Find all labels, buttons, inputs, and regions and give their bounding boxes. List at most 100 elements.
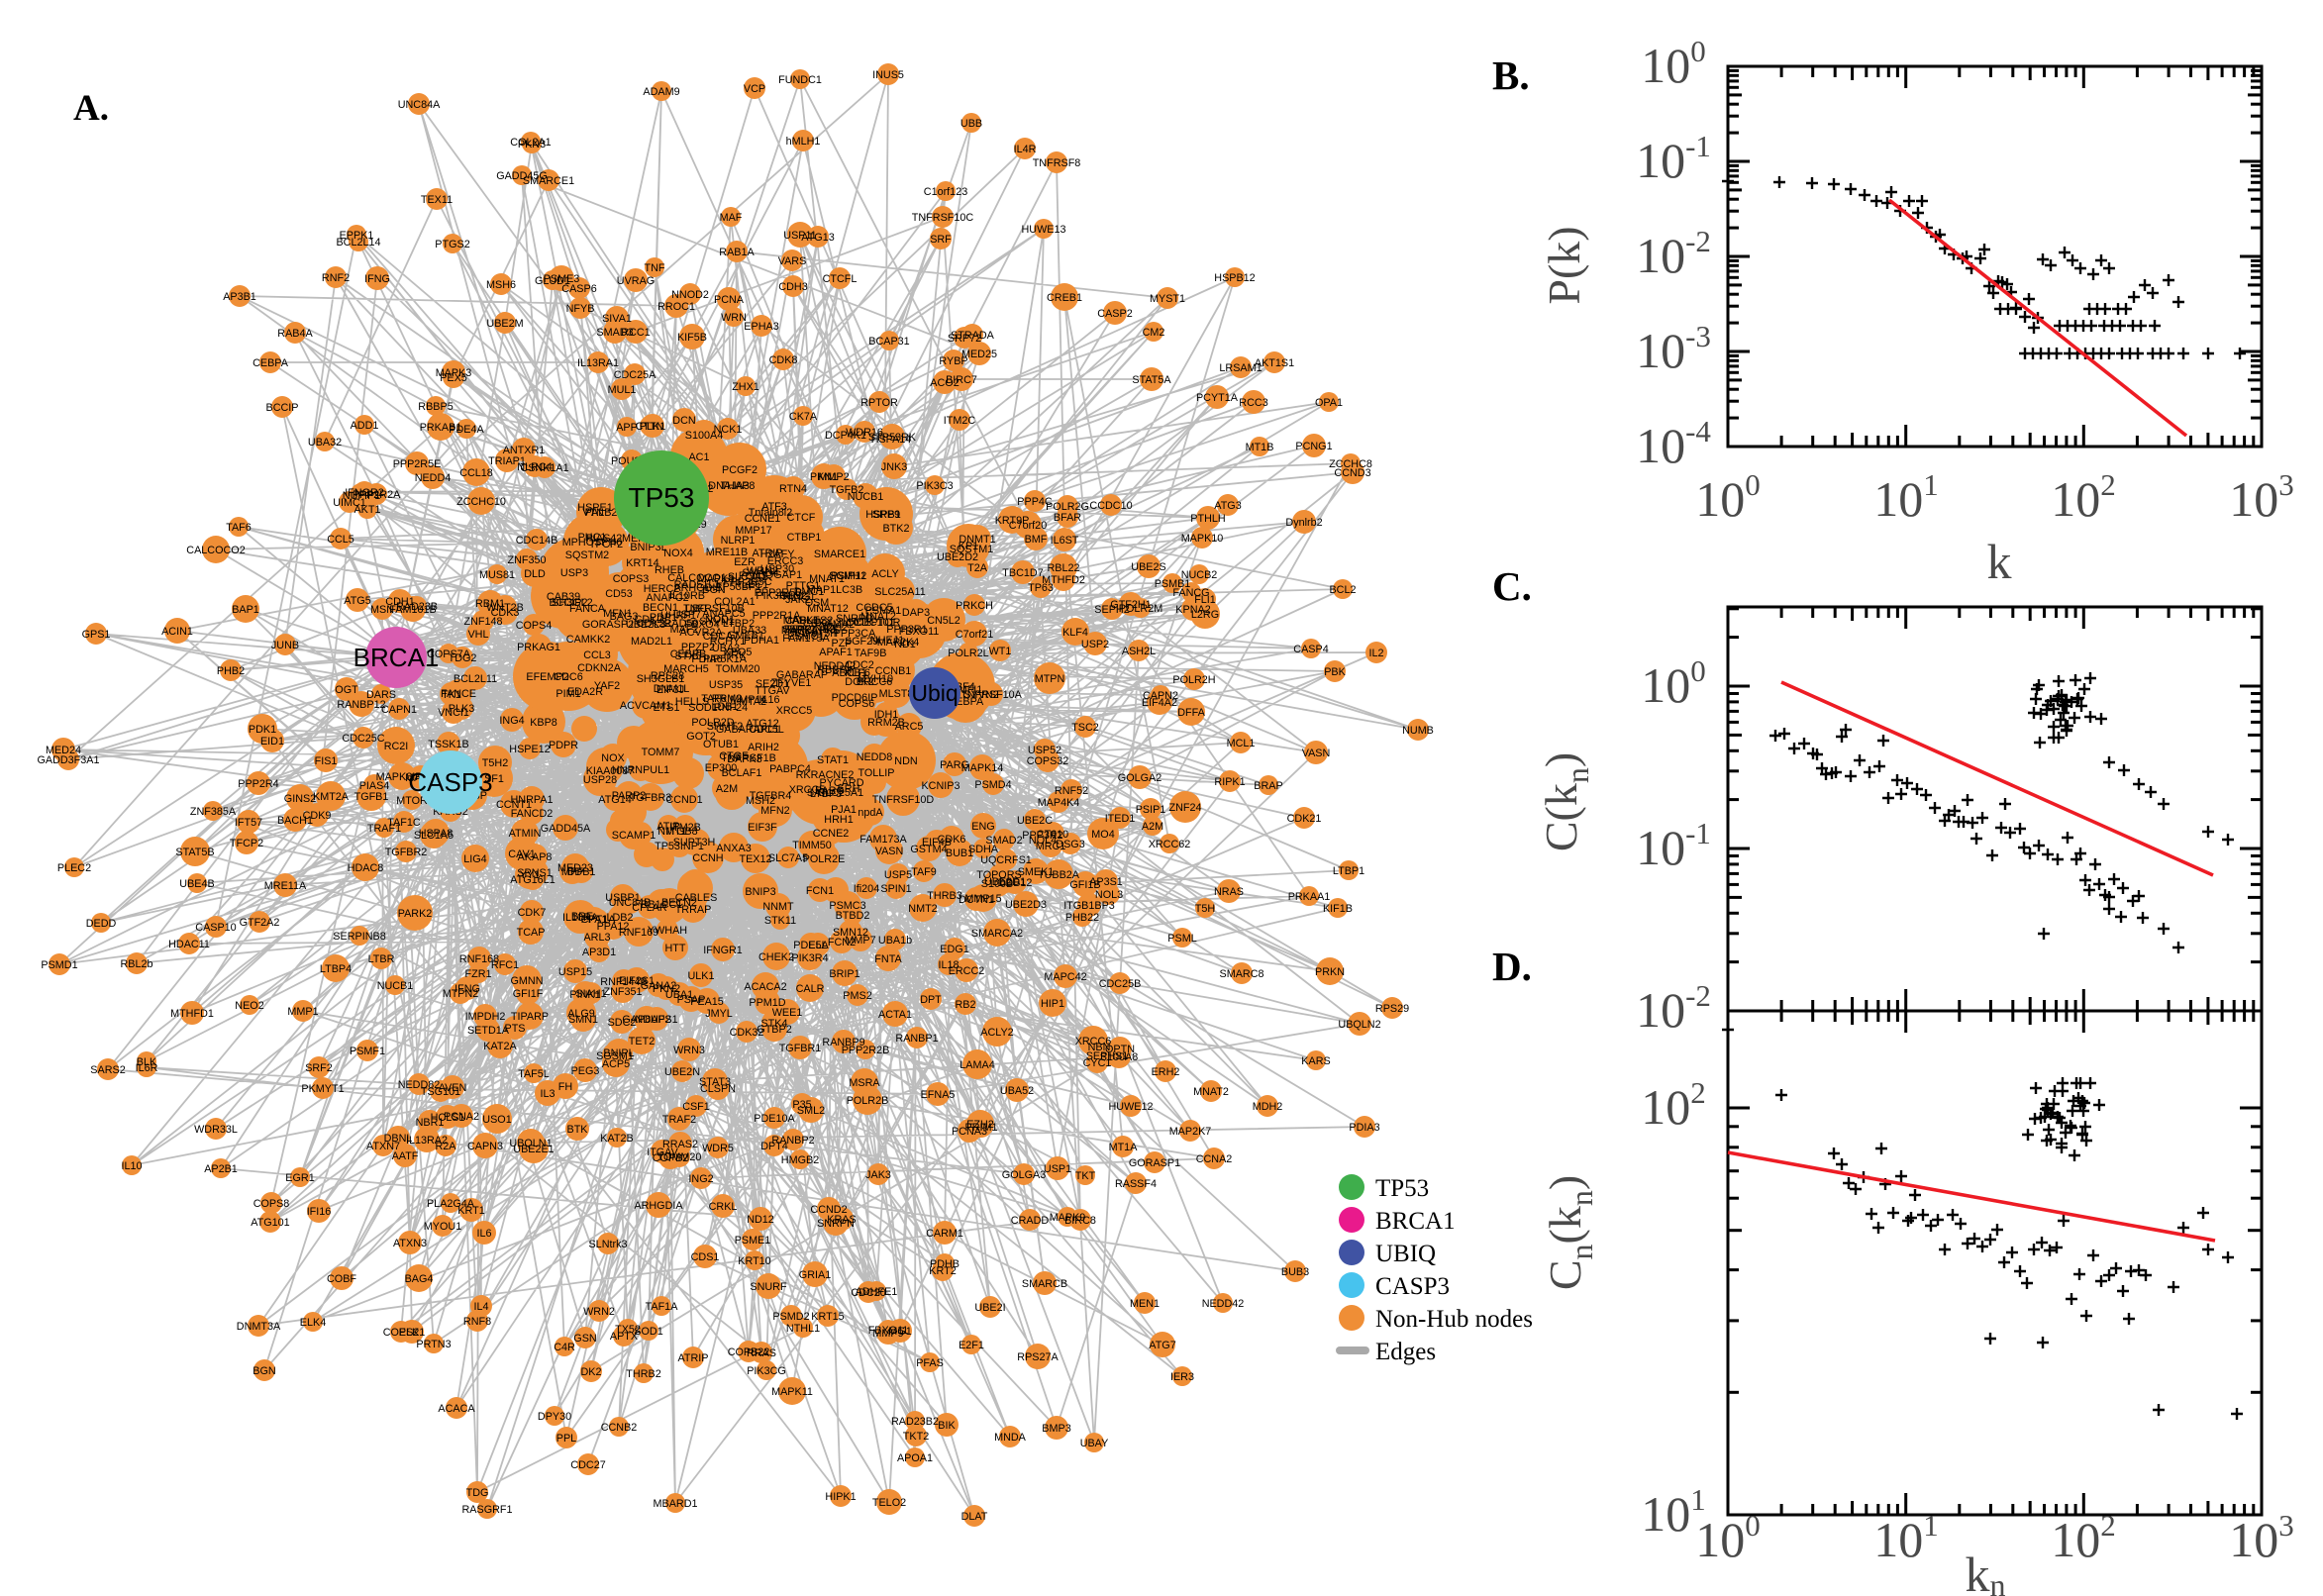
svg-text:SETD1A: SETD1A [467, 1025, 510, 1037]
svg-text:UNC84A: UNC84A [398, 99, 441, 111]
svg-text:TSC2: TSC2 [1071, 722, 1099, 734]
svg-text:XRCC62: XRCC62 [1149, 839, 1191, 850]
svg-text:GLS2: GLS2 [779, 590, 807, 602]
svg-text:TDG: TDG [466, 1487, 489, 1499]
svg-text:IFNGR1: IFNGR1 [703, 945, 743, 956]
svg-text:PRIM1: PRIM1 [965, 1122, 998, 1134]
svg-text:BRCA1: BRCA1 [354, 643, 440, 672]
svg-text:LTBR: LTBR [368, 953, 395, 965]
svg-text:PKMYT1: PKMYT1 [301, 1083, 344, 1095]
svg-text:PLEC2: PLEC2 [57, 862, 91, 874]
svg-text:CCDC5: CCDC5 [856, 602, 892, 614]
svg-text:IL4R: IL4R [1014, 144, 1037, 155]
svg-text:COBF: COBF [327, 1273, 356, 1285]
svg-text:HSPB1: HSPB1 [865, 509, 900, 521]
svg-text:CDC25B: CDC25B [1099, 978, 1142, 990]
svg-text:BACH1: BACH1 [277, 815, 313, 827]
svg-text:KRAS: KRAS [827, 1214, 856, 1226]
svg-text:CALCOCO2: CALCOCO2 [186, 545, 245, 556]
svg-text:GOLGA2: GOLGA2 [1118, 772, 1162, 784]
svg-text:GORASP1: GORASP1 [1129, 1157, 1180, 1169]
svg-text:ATXN3: ATXN3 [393, 1238, 427, 1249]
svg-text:MTPN2: MTPN2 [443, 988, 479, 1000]
svg-text:FBXO11: FBXO11 [868, 1325, 909, 1337]
svg-text:TFCP2: TFCP2 [230, 838, 263, 849]
svg-text:E2F1: E2F1 [959, 1340, 984, 1351]
svg-text:BMF: BMF [1025, 534, 1048, 546]
svg-text:MAF: MAF [720, 212, 743, 224]
svg-text:SMARCB: SMARCB [1022, 1278, 1067, 1290]
svg-text:NNOD2: NNOD2 [671, 289, 709, 301]
svg-text:DAP3: DAP3 [902, 607, 930, 619]
svg-text:TNFRSF10A: TNFRSF10A [960, 689, 1023, 701]
svg-text:PINK1: PINK1 [569, 989, 600, 1001]
svg-text:CHEK2: CHEK2 [758, 951, 794, 963]
svg-text:MMP15: MMP15 [964, 893, 1001, 905]
svg-text:PLK3: PLK3 [449, 703, 474, 715]
svg-text:Edges: Edges [1375, 1339, 1436, 1365]
svg-text:OPA1: OPA1 [1315, 397, 1343, 409]
svg-text:PSMB1: PSMB1 [1155, 578, 1191, 590]
svg-text:BRIP1: BRIP1 [829, 968, 859, 980]
svg-text:CN5L2: CN5L2 [927, 615, 960, 627]
svg-text:PSML: PSML [1167, 933, 1196, 945]
svg-text:SUPT3H: SUPT3H [673, 837, 716, 848]
svg-text:PTGS2: PTGS2 [435, 239, 469, 250]
svg-text:ZCCHC10: ZCCHC10 [456, 496, 506, 508]
svg-text:RROC1: RROC1 [657, 301, 695, 313]
svg-text:SMARCA2: SMARCA2 [971, 928, 1023, 940]
svg-text:RKRACNE2: RKRACNE2 [796, 769, 855, 781]
svg-text:CDC25A: CDC25A [614, 369, 656, 381]
svg-text:RAB4A: RAB4A [277, 328, 313, 340]
svg-text:TOMM7: TOMM7 [642, 747, 680, 758]
svg-text:BCAP31: BCAP31 [868, 336, 909, 348]
svg-text:PDHB: PDHB [930, 1258, 960, 1270]
svg-text:SRF2: SRF2 [305, 1062, 333, 1074]
svg-text:EIF3F: EIF3F [748, 822, 777, 834]
svg-text:COL2A1: COL2A1 [510, 137, 551, 149]
svg-text:WDR33L: WDR33L [194, 1124, 238, 1136]
svg-text:COPS2: COPS2 [383, 1327, 420, 1339]
svg-text:RBL2b: RBL2b [120, 958, 152, 970]
svg-text:STAT1: STAT1 [817, 754, 849, 766]
svg-text:RAD23B2: RAD23B2 [891, 1416, 939, 1428]
svg-text:SCMH1: SCMH1 [829, 570, 866, 582]
svg-text:TGFBR4: TGFBR4 [750, 790, 792, 802]
svg-text:BCCIP2: BCCIP2 [549, 597, 587, 609]
svg-text:KAT2A: KAT2A [483, 1041, 517, 1052]
svg-text:MAP2K7: MAP2K7 [1169, 1126, 1212, 1138]
svg-text:A2M: A2M [1142, 821, 1163, 833]
svg-text:GFI1F: GFI1F [513, 988, 544, 1000]
svg-text:VASN: VASN [875, 846, 904, 857]
svg-text:APP: APP [616, 422, 638, 434]
svg-text:EIF3J: EIF3J [656, 684, 684, 696]
svg-text:DPY30: DPY30 [538, 1411, 571, 1423]
svg-text:CD53: CD53 [605, 588, 633, 600]
svg-text:STK11: STK11 [764, 915, 796, 927]
svg-text:PLK1: PLK1 [640, 421, 665, 433]
svg-text:IFNG: IFNG [364, 273, 390, 285]
svg-text:MUS81: MUS81 [479, 569, 515, 581]
svg-text:EID1: EID1 [260, 736, 284, 748]
svg-text:RC2I: RC2I [384, 741, 409, 752]
svg-text:CCL5: CCL5 [327, 534, 354, 546]
svg-text:IER3: IER3 [1170, 1371, 1194, 1383]
svg-text:SARS2: SARS2 [90, 1064, 125, 1076]
svg-text:GPS1: GPS1 [82, 629, 111, 641]
svg-text:MDH2: MDH2 [1253, 1101, 1283, 1113]
svg-text:VHL: VHL [467, 629, 488, 641]
svg-text:DK2: DK2 [580, 1366, 601, 1378]
svg-text:PRKAA1: PRKAA1 [1288, 891, 1331, 903]
svg-text:OTUB1: OTUB1 [703, 739, 739, 750]
svg-text:CASP3: CASP3 [408, 767, 492, 797]
svg-text:BTK: BTK [567, 1124, 589, 1136]
svg-text:ADAM9: ADAM9 [643, 86, 679, 98]
svg-text:CYC1: CYC1 [1083, 1057, 1112, 1069]
svg-text:PIK3CG: PIK3CG [747, 1365, 786, 1377]
svg-text:RFC1: RFC1 [491, 959, 519, 971]
svg-text:BGN: BGN [252, 1365, 275, 1377]
svg-text:SLC3A2: SLC3A2 [728, 571, 767, 583]
svg-text:COL2A1: COL2A1 [714, 596, 755, 608]
svg-text:CEBPA: CEBPA [252, 357, 289, 369]
svg-text:RNF8: RNF8 [463, 1316, 491, 1328]
